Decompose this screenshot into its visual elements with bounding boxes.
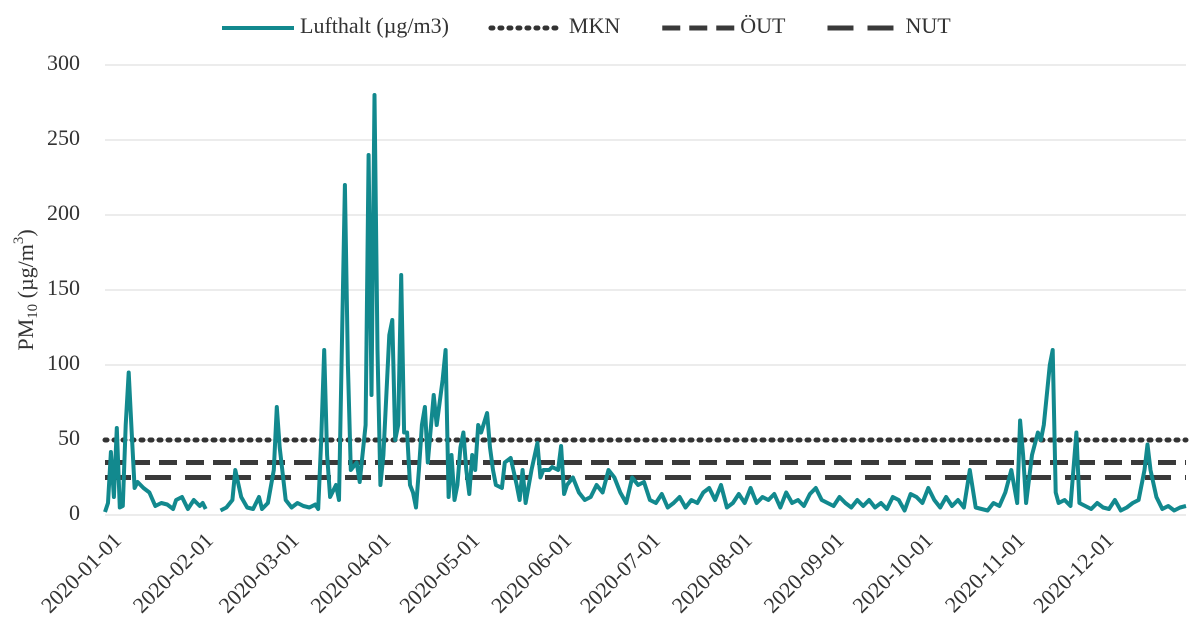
x-tick-label: 2020-08-01	[667, 527, 757, 617]
x-tick-label: 2020-02-01	[128, 527, 218, 617]
x-tick-label: 2020-01-01	[36, 527, 126, 617]
y-tick-label: 300	[47, 50, 80, 75]
legend: Lufthalt (µg/m3) MKN ÖUT NUT	[222, 13, 951, 38]
y-tick-label: 200	[47, 200, 80, 225]
y-tick-label: 50	[58, 425, 80, 450]
legend-label: MKN	[569, 13, 620, 38]
y-label-part: (µg/m	[13, 244, 38, 304]
y-label-part: 10	[25, 304, 41, 319]
x-tick-label: 2020-05-01	[394, 527, 484, 617]
y-tick-label: 100	[47, 350, 80, 375]
x-tick-label: 2020-07-01	[575, 527, 665, 617]
x-tick-label: 2020-04-01	[305, 527, 395, 617]
x-tick-label: 2020-03-01	[214, 527, 304, 617]
x-tick-label: 2020-11-01	[940, 527, 1030, 617]
legend-label: Lufthalt (µg/m3)	[300, 13, 449, 38]
x-tick-label: 2020-10-01	[847, 527, 937, 617]
y-label-part: 3	[11, 237, 27, 245]
y-tick-label: 0	[69, 500, 80, 525]
y-label-part: PM	[13, 319, 38, 351]
legend-label: NUT	[905, 13, 951, 38]
y-tick-label: 150	[47, 275, 80, 300]
y-axis-label: PM10 (µg/m3)	[11, 229, 41, 350]
data-line	[103, 93, 1187, 513]
x-tick-label: 2020-06-01	[486, 527, 576, 617]
legend-label: ÖUT	[740, 13, 786, 38]
x-tick-label: 2020-09-01	[758, 527, 848, 617]
y-label-part: )	[13, 229, 38, 236]
y-tick-label: 250	[47, 125, 80, 150]
x-tick-label: 2020-12-01	[1028, 527, 1118, 617]
